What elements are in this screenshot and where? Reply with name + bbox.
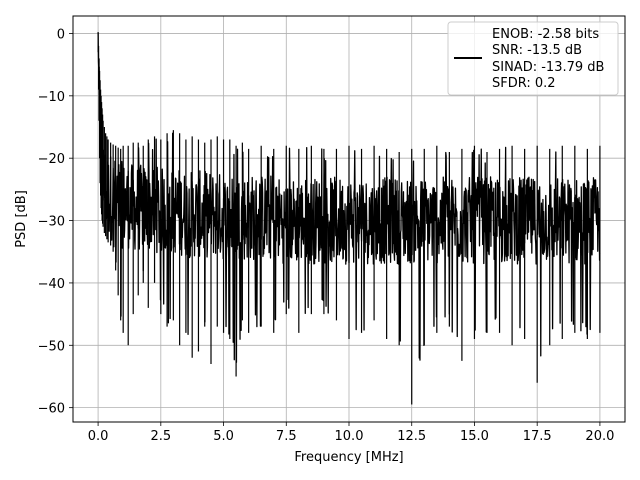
legend-entry-snr: SNR: -13.5 dB xyxy=(492,43,582,58)
legend: ENOB: -2.58 bits SNR: -13.5 dB SINAD: -1… xyxy=(447,21,619,96)
plot-area xyxy=(97,32,601,405)
x-tick-label: 20.0 xyxy=(585,429,614,444)
y-axis-label: PSD [dB] xyxy=(14,190,29,248)
x-tick-label: 0.0 xyxy=(88,429,109,444)
y-axis-ticks: 0 −10 −20 −30 −40 −50 −60 xyxy=(38,27,73,417)
legend-box xyxy=(447,21,619,96)
x-tick-label: 12.5 xyxy=(397,429,426,444)
legend-entry-enob: ENOB: -2.58 bits xyxy=(492,27,599,42)
x-tick-label: 5.0 xyxy=(213,429,234,444)
y-tick-label: −10 xyxy=(38,90,65,105)
x-tick-label: 2.5 xyxy=(150,429,171,444)
x-tick-label: 7.5 xyxy=(276,429,297,444)
y-tick-label: −40 xyxy=(38,277,65,292)
y-tick-label: −30 xyxy=(38,215,65,230)
y-tick-label: −50 xyxy=(38,339,65,354)
x-tick-label: 10.0 xyxy=(335,429,364,444)
y-tick-label: −20 xyxy=(38,152,65,167)
x-axis-ticks: 0.0 2.5 5.0 7.5 10.0 12.5 15.0 17.5 20.0 xyxy=(88,422,614,444)
y-tick-label: 0 xyxy=(57,27,65,42)
x-tick-label: 17.5 xyxy=(523,429,552,444)
x-tick-label: 15.0 xyxy=(460,429,489,444)
legend-entry-sfdr: SFDR: 0.2 xyxy=(492,76,556,91)
x-axis-label: Frequency [MHz] xyxy=(294,450,403,465)
legend-entry-sinad: SINAD: -13.79 dB xyxy=(492,60,604,75)
y-tick-label: −60 xyxy=(38,402,65,417)
